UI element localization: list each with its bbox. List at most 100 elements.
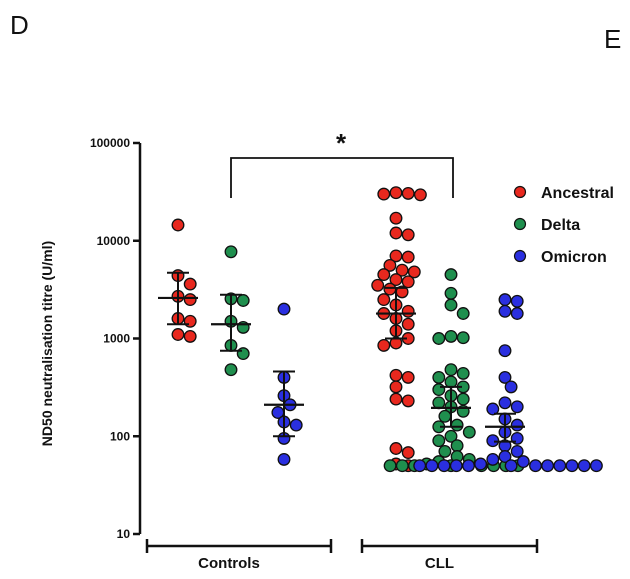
data-point-controls-delta xyxy=(225,364,237,376)
significance-bracket: * xyxy=(231,128,453,198)
data-point-cll-omicron xyxy=(438,460,450,472)
data-point-cll-delta xyxy=(457,308,469,320)
data-point-cll-delta xyxy=(445,364,457,376)
data-point-cll-omicron xyxy=(463,460,475,472)
group-label-cll: CLL xyxy=(425,555,454,572)
data-point-cll-omicron xyxy=(511,446,523,458)
y-tick-label: 100000 xyxy=(90,136,130,150)
data-point-cll-delta xyxy=(439,446,451,458)
data-point-cll-ancestral xyxy=(390,393,402,405)
y-axis-label: ND50 neutralisation titre (U/ml) xyxy=(39,241,55,446)
data-point-cll-delta xyxy=(457,368,469,380)
data-point-cll-omicron xyxy=(499,397,511,409)
data-point-cll-delta xyxy=(433,372,445,384)
data-point-cll-omicron xyxy=(518,456,530,468)
data-point-cll-ancestral xyxy=(402,306,414,318)
data-point-cll-delta xyxy=(433,333,445,345)
data-point-cll-omicron xyxy=(487,454,499,466)
data-point-controls-ancestral xyxy=(184,294,196,306)
data-point-cll-delta xyxy=(433,384,445,396)
y-tick-label: 1000 xyxy=(103,332,130,346)
data-point-cll-ancestral xyxy=(402,395,414,407)
y-tick-label: 100 xyxy=(110,429,130,443)
data-point-cll-omicron xyxy=(499,306,511,318)
data-point-controls-delta xyxy=(237,295,249,307)
data-point-controls-delta xyxy=(237,348,249,360)
data-point-cll-ancestral xyxy=(384,283,396,295)
data-point-cll-ancestral xyxy=(390,381,402,393)
data-point-cll-delta xyxy=(439,411,451,423)
median-iqr-bars xyxy=(158,273,525,442)
data-point-controls-ancestral xyxy=(184,316,196,328)
data-point-cll-ancestral xyxy=(390,443,402,455)
data-point-cll-ancestral xyxy=(402,251,414,263)
data-point-cll-ancestral xyxy=(415,189,427,201)
group-label-controls: Controls xyxy=(198,555,260,572)
data-point-cll-ancestral xyxy=(390,187,402,199)
data-point-cll-ancestral xyxy=(378,340,390,352)
data-point-cll-omicron xyxy=(554,460,566,472)
data-point-cll-omicron xyxy=(542,460,554,472)
data-point-cll-ancestral xyxy=(378,269,390,281)
data-point-cll-omicron xyxy=(530,460,542,472)
legend-marker-delta xyxy=(515,219,526,230)
data-point-cll-delta xyxy=(397,460,409,472)
legend-label-omicron: Omicron xyxy=(541,249,607,266)
data-point-controls-ancestral xyxy=(172,219,184,231)
legend-marker-omicron xyxy=(515,251,526,262)
data-point-cll-omicron xyxy=(451,460,463,472)
data-point-cll-omicron xyxy=(511,296,523,308)
data-point-cll-omicron xyxy=(578,460,590,472)
data-point-cll-delta xyxy=(445,288,457,300)
axes: 10 100 1000 10000 100000 ND50 neutralisation … xyxy=(39,136,537,572)
data-point-cll-delta xyxy=(451,419,463,431)
data-point-cll-omicron xyxy=(505,460,517,472)
data-point-cll-omicron xyxy=(499,345,511,357)
data-point-cll-omicron xyxy=(511,401,523,413)
data-point-cll-omicron xyxy=(414,460,426,472)
data-point-cll-omicron xyxy=(475,458,487,470)
data-point-cll-omicron xyxy=(591,460,603,472)
data-point-cll-omicron xyxy=(511,308,523,320)
panel-letter-d: D xyxy=(10,10,29,40)
data-point-cll-ancestral xyxy=(402,188,414,200)
y-tick-label: 10000 xyxy=(97,234,131,248)
data-point-cll-delta xyxy=(457,332,469,344)
y-tick-label: 10 xyxy=(117,527,131,541)
data-point-controls-ancestral xyxy=(184,278,196,290)
data-point-controls-ancestral xyxy=(184,331,196,343)
data-point-cll-omicron xyxy=(566,460,578,472)
data-point-cll-ancestral xyxy=(402,447,414,459)
data-point-cll-ancestral xyxy=(390,370,402,382)
data-point-cll-delta xyxy=(433,435,445,447)
data-point-cll-ancestral xyxy=(372,280,384,292)
legend: Ancestral Delta Omicron xyxy=(515,185,614,266)
data-point-controls-ancestral xyxy=(172,329,184,341)
data-point-cll-ancestral xyxy=(390,212,402,224)
data-point-cll-omicron xyxy=(499,294,511,306)
data-point-controls-omicron xyxy=(278,454,290,466)
data-point-cll-delta xyxy=(445,269,457,281)
data-point-cll-ancestral xyxy=(378,188,390,200)
legend-label-delta: Delta xyxy=(541,217,580,234)
data-point-cll-delta xyxy=(457,393,469,405)
data-point-cll-delta xyxy=(464,426,476,438)
data-point-cll-ancestral xyxy=(402,318,414,330)
data-point-cll-ancestral xyxy=(402,229,414,241)
data-point-cll-omicron xyxy=(511,419,523,431)
data-point-cll-delta xyxy=(445,299,457,311)
legend-marker-ancestral xyxy=(515,187,526,198)
data-point-cll-ancestral xyxy=(390,227,402,239)
data-point-cll-delta xyxy=(445,331,457,343)
data-point-controls-omicron xyxy=(278,303,290,315)
data-point-cll-omicron xyxy=(426,460,438,472)
legend-label-ancestral: Ancestral xyxy=(541,185,614,202)
data-point-controls-delta xyxy=(225,246,237,258)
data-point-cll-delta xyxy=(384,460,396,472)
data-point-cll-ancestral xyxy=(378,294,390,306)
panel-letter-e: E xyxy=(604,24,621,54)
data-point-controls-omicron xyxy=(290,419,302,431)
data-points xyxy=(172,187,602,472)
data-point-cll-delta xyxy=(451,440,463,452)
